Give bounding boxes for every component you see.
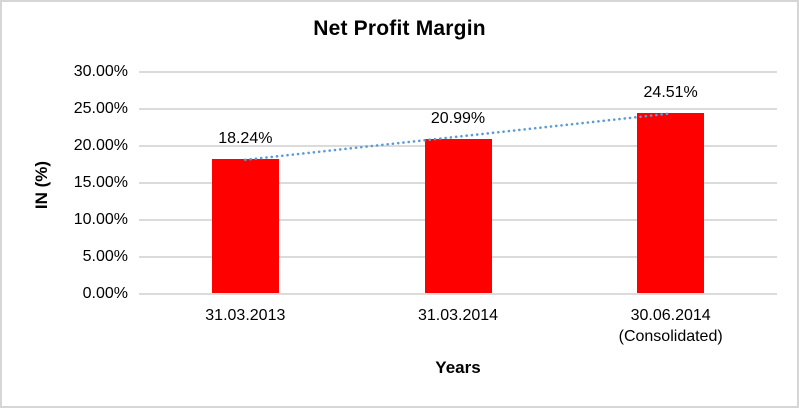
bar (637, 112, 705, 294)
y-axis-tick-label: 0.00% (82, 284, 128, 302)
y-axis-tick-label: 5.00% (82, 247, 128, 265)
y-axis-tick-label: 10.00% (73, 210, 128, 228)
y-axis-tick-label: 20.00% (73, 136, 128, 154)
bar (424, 138, 492, 294)
x-axis-category-label: 31.03.2013 (205, 307, 286, 324)
bar-data-label: 24.51% (643, 83, 698, 101)
gridline (139, 292, 777, 295)
bar (211, 158, 279, 294)
chart-title: Net Profit Margin (313, 17, 486, 40)
gridline (139, 71, 777, 73)
bar-data-label: 18.24% (218, 129, 273, 147)
x-axis-category-label: 30.06.2014 (Consolidated) (618, 307, 723, 345)
y-axis-tick-label: 30.00% (73, 63, 128, 80)
x-axis-category-label: 31.03.2014 (417, 307, 499, 324)
bar-data-label: 20.99% (430, 109, 486, 127)
y-axis-tick-label: 15.00% (73, 173, 128, 191)
x-axis-title: Years (435, 358, 481, 377)
y-axis-tick-label: 25.00% (73, 99, 128, 117)
gridline (139, 107, 777, 110)
